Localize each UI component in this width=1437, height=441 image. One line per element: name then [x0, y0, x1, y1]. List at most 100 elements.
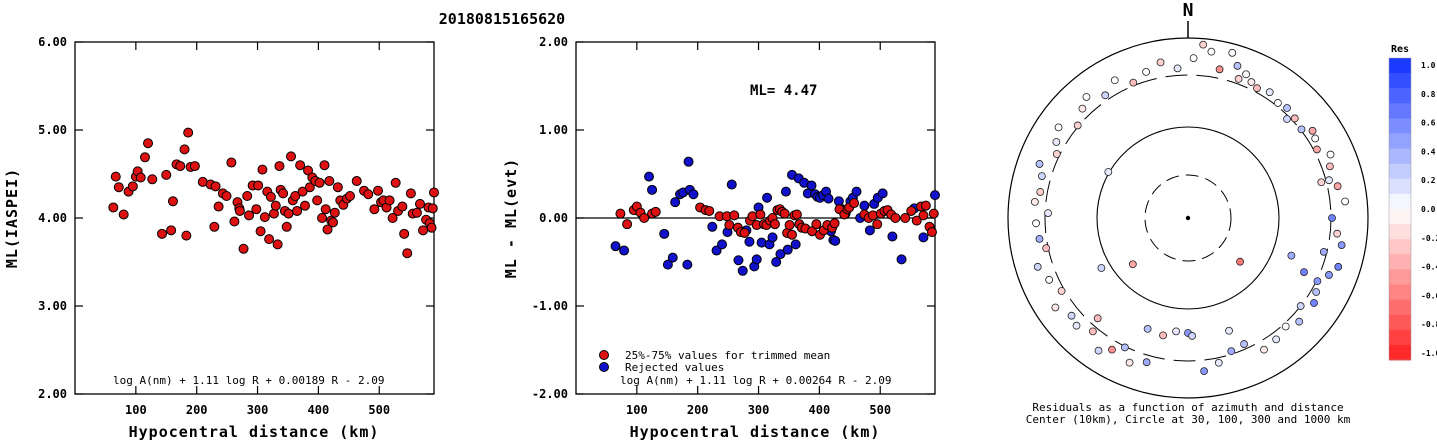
- rejected-point: [619, 245, 630, 256]
- colorbar-cell: [1389, 58, 1411, 74]
- colorbar-cell: [1389, 224, 1411, 240]
- station-point: [1045, 275, 1054, 284]
- data-point: [166, 225, 177, 236]
- station-point: [1328, 214, 1336, 222]
- polar-caption-line1: Residuals as a function of azimuth and d…: [1032, 401, 1343, 414]
- station-point: [1215, 65, 1224, 74]
- colorbar-cell: [1389, 329, 1411, 346]
- station-point: [1159, 331, 1167, 340]
- used-point: [622, 219, 633, 230]
- station-point: [1234, 75, 1243, 83]
- colorbar-cell: [1389, 88, 1411, 104]
- data-point: [244, 210, 255, 221]
- data-point: [272, 239, 283, 250]
- colorbar-cell: [1389, 239, 1411, 255]
- x-tick-label: 400: [809, 403, 831, 417]
- colorbar-tick-label: 0.6: [1421, 119, 1436, 128]
- station-point: [1094, 346, 1103, 355]
- colorbar-cell: [1389, 163, 1411, 180]
- station-point: [1030, 198, 1039, 206]
- station-point: [1227, 347, 1236, 356]
- data-point: [295, 160, 306, 171]
- residual-colorbar: Res 1.0 0.8 0.6 0.4 0.2 0.0 -0.2 -0.4 -0.6 -0.8 -1…: [1388, 44, 1437, 361]
- station-point: [1172, 327, 1180, 336]
- rejected-point: [662, 259, 673, 270]
- station-point: [1207, 47, 1216, 56]
- station-point: [1044, 209, 1052, 218]
- left-plot-xlabel: Hypocentral distance (km): [129, 423, 380, 441]
- station-point: [1125, 358, 1134, 367]
- data-point: [209, 221, 220, 232]
- colorbar-tick-label: -0.6: [1421, 291, 1437, 300]
- used-point: [811, 219, 822, 230]
- x-tick-label: 100: [125, 403, 147, 417]
- middle-plot-ylabel: ML - ML(evt): [502, 158, 520, 278]
- station-point: [1052, 138, 1061, 146]
- station-point: [1142, 67, 1151, 76]
- rejected-point: [737, 265, 748, 276]
- station-point: [1319, 247, 1328, 256]
- rejected-point: [726, 179, 737, 190]
- data-point: [281, 221, 292, 232]
- data-point: [255, 226, 266, 237]
- station-point: [1189, 54, 1198, 62]
- middle-plot-xlabel: Hypocentral distance (km): [630, 423, 881, 441]
- data-point: [429, 187, 439, 198]
- rejected-point: [767, 232, 778, 243]
- rejected-point: [751, 254, 762, 265]
- station-point: [1108, 345, 1116, 354]
- station-point: [1265, 88, 1274, 97]
- used-point: [704, 205, 715, 216]
- station-point: [1142, 358, 1151, 367]
- colorbar-cell: [1389, 344, 1411, 361]
- used-point: [829, 218, 840, 229]
- data-point: [265, 191, 276, 202]
- data-point: [278, 188, 289, 199]
- station-point: [1073, 121, 1082, 130]
- legend-rejected-label: Rejected values: [625, 361, 724, 374]
- rejected-point: [707, 221, 718, 232]
- rejected-point: [896, 254, 907, 265]
- colorbar-cell: [1389, 118, 1411, 134]
- rejected-point: [711, 245, 722, 256]
- ml-value-label: ML= 4.47: [750, 83, 817, 99]
- station-point: [1272, 335, 1281, 344]
- colorbar-tick-label: -1.0: [1421, 349, 1437, 358]
- station-point: [1093, 314, 1102, 323]
- station-point: [1037, 172, 1046, 181]
- used-point: [650, 206, 661, 217]
- data-point: [270, 200, 281, 211]
- polar-caption-line2: Center (10km), Circle at 30, 100, 300 an…: [1026, 413, 1351, 426]
- station-point: [1088, 327, 1097, 336]
- station-point: [1325, 162, 1334, 171]
- station-point: [1033, 262, 1042, 271]
- x-tick-label: 500: [869, 403, 891, 417]
- colorbar-tick-label: 0.0: [1421, 205, 1436, 214]
- station-point: [1225, 326, 1233, 335]
- station-point: [1333, 229, 1342, 238]
- data-point: [257, 164, 268, 175]
- rejected-point: [688, 189, 699, 200]
- circle-30km: [1144, 174, 1232, 262]
- station-point: [1101, 91, 1110, 100]
- data-point: [157, 228, 168, 239]
- station-point: [1313, 145, 1321, 154]
- data-point: [402, 248, 413, 259]
- station-point: [1082, 93, 1091, 101]
- left-plot: 6.00 5.00 4.00 3.00 2.00 100 200 300 400 500 log …: [3, 35, 439, 441]
- station-point: [1308, 126, 1317, 135]
- colorbar-cell: [1389, 314, 1411, 331]
- x-tick-label: 200: [687, 403, 709, 417]
- station-point: [1300, 268, 1308, 276]
- station-point: [1035, 160, 1044, 168]
- used-point: [849, 198, 860, 209]
- used-point: [784, 220, 795, 231]
- colorbar-frame: [1388, 57, 1412, 361]
- circle-100km: [1096, 126, 1280, 310]
- x-tick-label: 500: [368, 403, 390, 417]
- data-point: [384, 195, 395, 206]
- data-point: [110, 171, 121, 182]
- station-point: [1325, 176, 1333, 185]
- data-point: [259, 212, 270, 223]
- rejected-point: [887, 231, 898, 242]
